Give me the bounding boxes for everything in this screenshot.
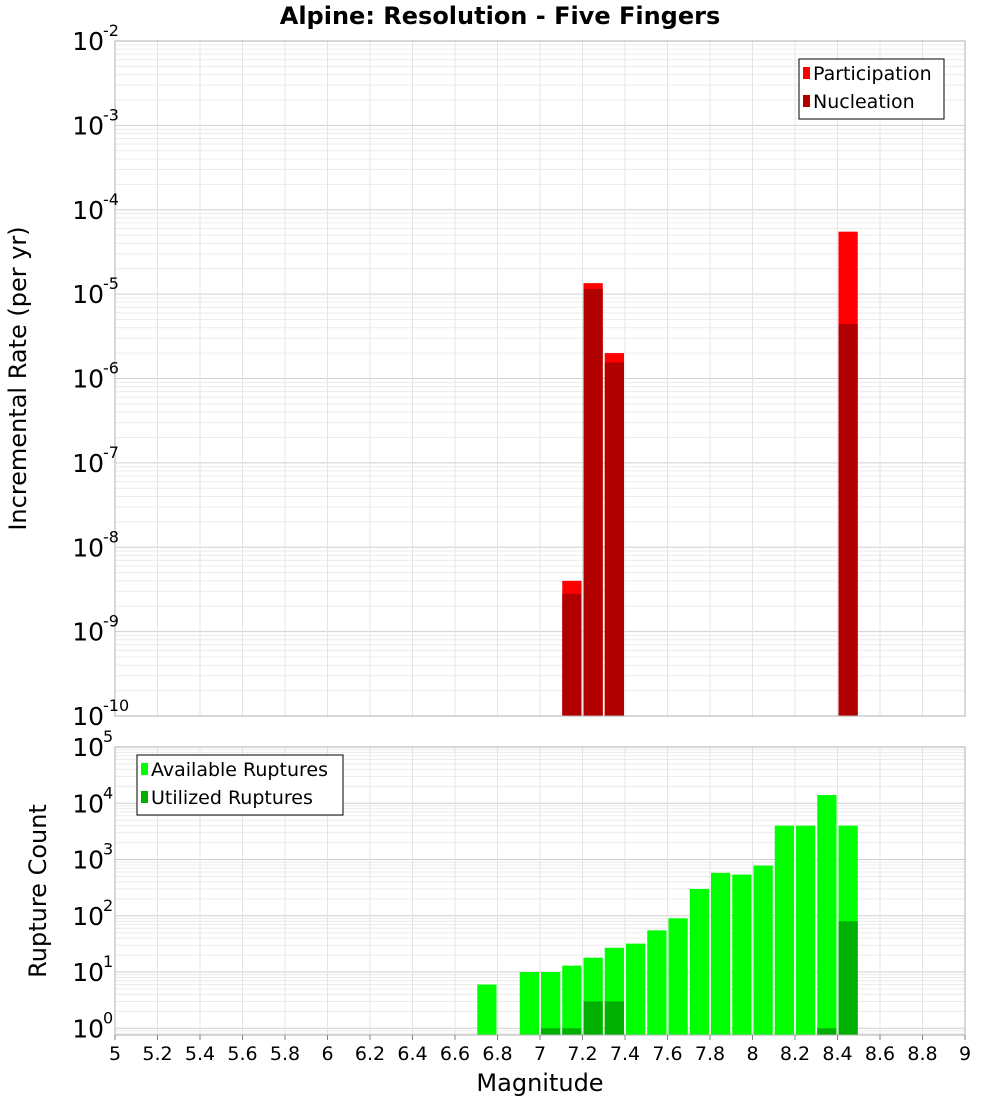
y-tick-label-exponent: -10 xyxy=(103,696,129,715)
x-tick-label: 5.2 xyxy=(142,1043,172,1065)
y-tick-label-base: 10 xyxy=(72,533,104,562)
bar-available-ruptures xyxy=(711,872,731,1035)
y-tick-label-base: 10 xyxy=(72,365,104,394)
bar-available-ruptures xyxy=(562,965,582,1035)
y-tick-label-base: 10 xyxy=(72,449,104,478)
y-tick-label-exponent: 0 xyxy=(103,1008,113,1027)
bar-utilized-ruptures xyxy=(604,1001,624,1035)
x-tick-label: 5.6 xyxy=(227,1043,257,1065)
y-axis-label: Rupture Count xyxy=(24,804,52,978)
bar-utilized-ruptures xyxy=(817,1028,837,1035)
x-tick-label: 7.4 xyxy=(610,1043,640,1065)
bar-available-ruptures xyxy=(626,943,646,1035)
bar-utilized-ruptures xyxy=(562,1028,582,1035)
x-tick-label: 5 xyxy=(109,1043,121,1065)
x-tick-label: 5.4 xyxy=(185,1043,215,1065)
y-tick-label-base: 10 xyxy=(72,280,104,309)
y-tick-label-exponent: 2 xyxy=(103,896,113,915)
bar-available-ruptures xyxy=(519,972,539,1035)
y-tick-label-base: 10 xyxy=(72,789,104,818)
legend-entry-label: Participation xyxy=(813,63,932,85)
x-tick-label: 6.2 xyxy=(355,1043,385,1065)
x-tick-label: 5.8 xyxy=(270,1043,300,1065)
bar-available-ruptures xyxy=(774,825,794,1035)
bar-available-ruptures xyxy=(668,918,688,1035)
bar-available-ruptures xyxy=(817,795,837,1035)
y-tick-label-exponent: -9 xyxy=(103,612,119,631)
legend-swatch xyxy=(803,95,810,107)
y-tick-label-exponent: -7 xyxy=(103,443,119,462)
bar-nucleation xyxy=(583,289,603,716)
y-tick-label-base: 10 xyxy=(72,27,104,56)
bar-available-ruptures xyxy=(753,865,773,1035)
bar-available-ruptures xyxy=(477,984,497,1035)
legend-entry-label: Utilized Ruptures xyxy=(151,787,313,809)
legend-swatch xyxy=(141,763,148,775)
y-tick-label-exponent: -5 xyxy=(103,274,119,293)
legend-swatch xyxy=(803,67,810,79)
y-tick-label-exponent: -4 xyxy=(103,190,119,209)
x-tick-label: 7.8 xyxy=(695,1043,725,1065)
legend-entry-label: Available Ruptures xyxy=(151,759,328,781)
y-tick-label-exponent: 4 xyxy=(103,783,113,802)
y-tick-label-exponent: -6 xyxy=(103,359,119,378)
bar-available-ruptures xyxy=(732,874,752,1035)
x-tick-label: 7.6 xyxy=(652,1043,682,1065)
legend-swatch xyxy=(141,791,148,803)
bar-available-ruptures xyxy=(796,825,816,1035)
x-tick-label: 7 xyxy=(534,1043,546,1065)
bar-available-ruptures xyxy=(541,972,561,1035)
x-axis: 5 5.2 5.4 5.6 5.8 6 6.2 6.4 6.6 6.8 7 7.2 7.4 7.6 7.8 8… xyxy=(109,1035,971,1065)
y-tick-label-base: 10 xyxy=(72,196,104,225)
y-tick-label-exponent: -2 xyxy=(103,21,119,40)
legend: Participation Nucleation xyxy=(798,58,945,120)
x-tick-label: 6 xyxy=(321,1043,333,1065)
y-tick-label-base: 10 xyxy=(72,702,104,731)
y-tick-label-base: 10 xyxy=(72,733,104,762)
bar-available-ruptures xyxy=(689,888,709,1035)
y-tick-label-exponent: -3 xyxy=(103,105,119,124)
bar-nucleation xyxy=(562,593,582,716)
legend-entry-label: Nucleation xyxy=(813,91,915,113)
chart-title: Alpine: Resolution - Five Fingers xyxy=(280,2,721,30)
bar-nucleation xyxy=(604,362,624,716)
y-tick-label-exponent: 1 xyxy=(103,952,113,971)
y-tick-label-base: 10 xyxy=(72,618,104,647)
legend-box xyxy=(798,58,945,120)
bar-utilized-ruptures xyxy=(541,1028,561,1035)
y-tick-label-base: 10 xyxy=(72,958,104,987)
y-tick-label-base: 10 xyxy=(72,111,104,140)
x-tick-label: 7.2 xyxy=(567,1043,597,1065)
x-tick-label: 6.6 xyxy=(440,1043,470,1065)
x-tick-label: 8.2 xyxy=(780,1043,810,1065)
x-tick-label: 8 xyxy=(746,1043,758,1065)
x-tick-label: 8.8 xyxy=(907,1043,937,1065)
bar-utilized-ruptures xyxy=(583,1001,603,1035)
legend: Available Ruptures Utilized Ruptures xyxy=(136,754,344,816)
bar-utilized-ruptures xyxy=(838,921,858,1035)
y-tick-label-exponent: -8 xyxy=(103,527,119,546)
x-tick-label: 8.4 xyxy=(822,1043,852,1065)
y-tick-label-exponent: 3 xyxy=(103,840,113,859)
x-tick-label: 6.8 xyxy=(482,1043,512,1065)
y-tick-label-base: 10 xyxy=(72,846,104,875)
bar-available-ruptures xyxy=(647,930,667,1035)
y-tick-label-base: 10 xyxy=(72,902,104,931)
legend-box xyxy=(136,754,344,816)
x-tick-label: 9 xyxy=(959,1043,971,1065)
x-axis-label: Magnitude xyxy=(476,1069,603,1097)
x-tick-label: 8.6 xyxy=(865,1043,895,1065)
y-tick-label-base: 10 xyxy=(72,1014,104,1043)
x-tick-label: 6.4 xyxy=(397,1043,427,1065)
rates-panel: 10-210-310-410-510-610-710-810-910 -10Inc… xyxy=(4,21,966,731)
y-axis-label: Incremental Rate (per yr) xyxy=(4,226,32,530)
y-tick-label-exponent: 5 xyxy=(103,727,113,746)
bar-nucleation xyxy=(838,324,858,716)
plot-frame xyxy=(114,40,966,717)
